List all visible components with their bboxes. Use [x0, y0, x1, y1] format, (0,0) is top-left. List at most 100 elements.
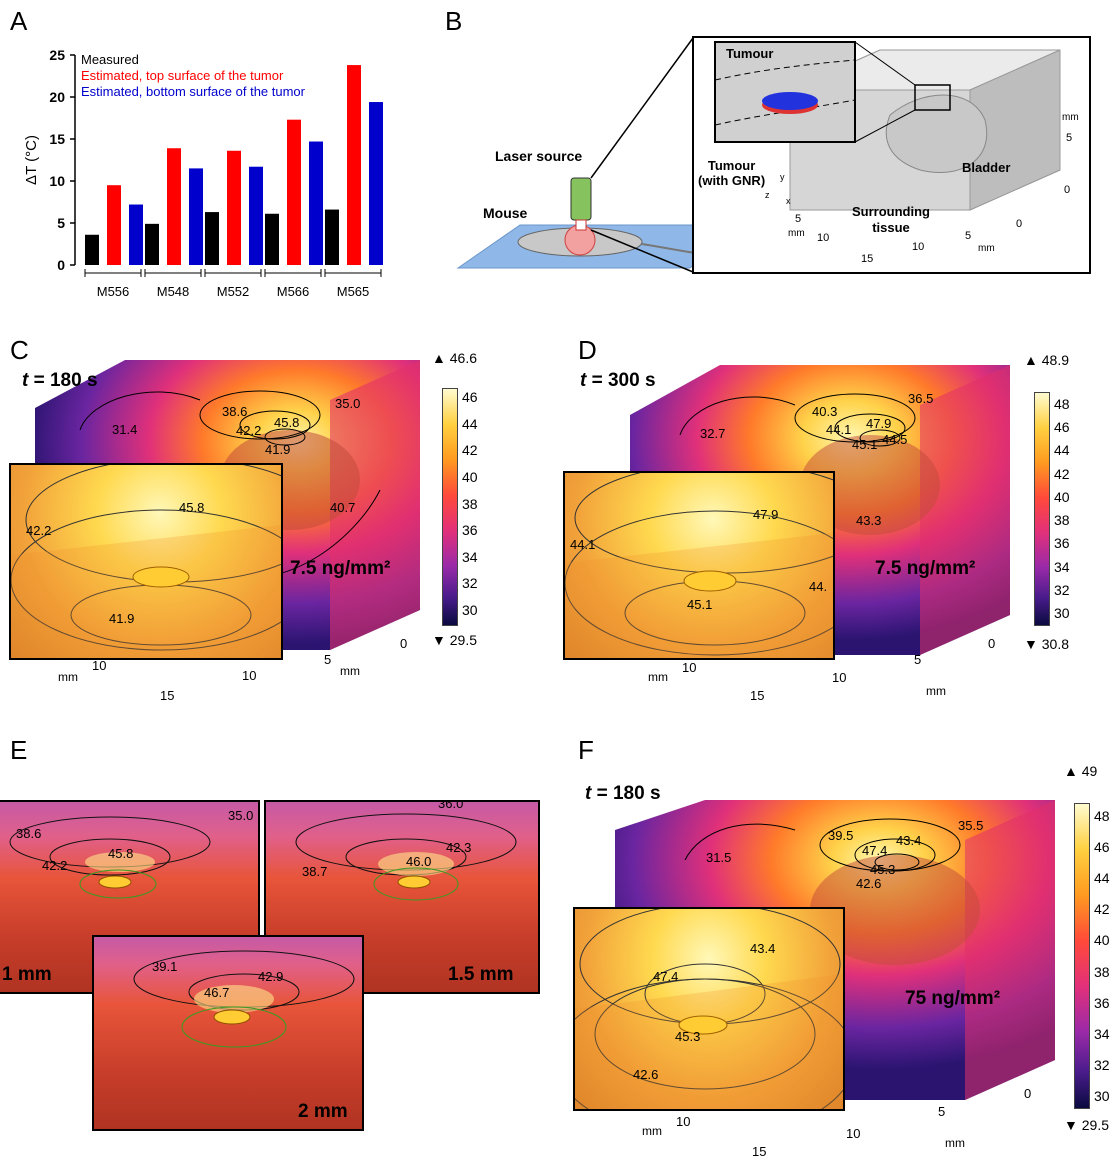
category-label: M566 [277, 284, 310, 299]
d-cbar-min: ▼ 30.8 [1024, 636, 1069, 652]
colorbar-tick-label: 32 [462, 575, 478, 592]
c-inset-contour-2: 42.2 [26, 523, 52, 538]
axis-z-letter: z [765, 190, 770, 200]
e2-contour-1: 38.7 [302, 864, 328, 879]
d-tick-10b: 10 [832, 670, 847, 685]
laser-nozzle [575, 219, 587, 231]
bar-M552-0 [205, 212, 219, 265]
d-contour-4: 47.9 [866, 416, 892, 431]
b-tick-15: 15 [861, 253, 874, 265]
tumour-disc [762, 92, 818, 110]
f-inset-contour-1: 43.4 [750, 941, 776, 956]
f-contour-6: 45.3 [870, 862, 896, 877]
f-contour-1: 31.5 [706, 850, 732, 865]
b-tick-10b: 10 [912, 241, 925, 253]
colorbar-tick-label: 42 [1094, 901, 1110, 918]
colorbar-tick-label: 38 [1054, 512, 1070, 529]
f-tick-10b: 10 [846, 1126, 861, 1141]
f-tick-15: 15 [752, 1144, 767, 1159]
y-tick-label: 25 [49, 47, 65, 63]
colorbar-tick-label: 40 [462, 468, 478, 485]
d-contour-6: 45.1 [852, 437, 878, 452]
b-tick-5c: 5 [1066, 132, 1073, 144]
panel-letter-f: F [578, 735, 594, 765]
label-bladder: Bladder [962, 160, 1011, 175]
colorbar-tick-label: 30 [1094, 1088, 1110, 1104]
colorbar-tick-label: 48 [1094, 808, 1110, 824]
c-concentration: 7.5 ng/mm² [290, 558, 391, 579]
colorbar-tick-label: 36 [1054, 535, 1070, 552]
b-tick-0a: 0 [1016, 218, 1023, 230]
bar-M566-1 [287, 119, 301, 266]
label-laser-source: Laser source [495, 148, 583, 164]
c-tick-15: 15 [160, 688, 175, 703]
legend-entry: Estimated, top surface of the tumor [81, 68, 284, 83]
bar-M556-2 [129, 204, 143, 265]
e3-contour-1: 39.1 [152, 959, 178, 974]
d-contour-7: 44.5 [882, 432, 908, 447]
panel-letter-b: B [445, 6, 463, 36]
colorbar-tick-label: 46 [1054, 419, 1070, 436]
b-tick-0b: 0 [1064, 184, 1071, 196]
bladder-shape [885, 94, 988, 174]
colorbar-tick-label: 34 [1054, 558, 1070, 575]
axis-y-letter: y [780, 172, 785, 182]
panel-letter-d: D [578, 335, 597, 365]
b-axis-mm1: mm [788, 228, 805, 239]
b-axis-mm2: mm [978, 243, 995, 254]
bar-chart: 0 5 10 15 20 25 ΔT (°C) M556 M548 M552 M566 M565 Mea… [23, 47, 383, 299]
e1-label: 1 mm [2, 964, 52, 985]
d-zoom-inset: 47.9 44.1 45.1 44. [563, 471, 835, 660]
legend-entry: Measured [81, 52, 139, 67]
f-tick-10a: 10 [676, 1114, 691, 1129]
f-zoom-inset: 43.4 47.4 45.3 42.6 [573, 907, 845, 1111]
colorbar-tick-label: 44 [462, 415, 478, 432]
axis-x-letter: x [786, 196, 791, 206]
bar-M565-2 [369, 102, 383, 265]
y-axis-label: ΔT (°C) [23, 135, 40, 185]
f-inset-contour-4: 42.6 [633, 1067, 659, 1082]
e3-label: 2 mm [298, 1101, 348, 1122]
e1-contour-2: 42.2 [42, 858, 68, 873]
panel-letter-e: E [10, 735, 28, 765]
bar-M565-0 [325, 209, 339, 265]
d-axis-mm2: mm [926, 684, 946, 698]
e1-contour-3: 45.8 [108, 846, 134, 861]
colorbar-tick-label: 42 [1054, 465, 1070, 482]
d-inset-contour-2: 44.1 [570, 537, 596, 552]
colorbar-tick-label: 38 [462, 495, 478, 512]
colorbar-tick-label: 30 [1054, 605, 1070, 621]
d-inset-contour-3: 45.1 [687, 597, 713, 612]
label-surrounding-tissue: Surrounding tissue [852, 204, 930, 235]
d-axis-mm1: mm [648, 670, 668, 684]
schematic-illustration [456, 36, 1091, 274]
bar-M566-0 [265, 213, 279, 265]
c-axis-mm2: mm [340, 664, 360, 678]
e2-contour-4: 36.0 [438, 800, 464, 811]
c-tick-0: 0 [400, 636, 408, 651]
colorbar-tick-label: 32 [1054, 581, 1070, 598]
c-cbar-min: ▼ 29.5 [432, 632, 477, 648]
colorbar-tick-label: 46 [462, 389, 478, 405]
category-label: M556 [97, 284, 130, 299]
y-tick-label: 5 [57, 215, 65, 231]
colorbar-tick-label: 40 [1054, 488, 1070, 505]
category-label: M565 [337, 284, 370, 299]
bar-M548-1 [167, 148, 181, 265]
colorbar-tick-label: 46 [1094, 839, 1110, 856]
e1-contour-4: 35.0 [228, 808, 254, 823]
f-axis-mm1: mm [642, 1124, 662, 1138]
panel-letter-c: C [10, 335, 29, 365]
e1-contour-1: 38.6 [16, 826, 42, 841]
f-inset-contour-3: 45.3 [675, 1029, 701, 1044]
bar-M566-2 [309, 141, 323, 265]
d-contour-5: 36.5 [908, 391, 934, 406]
laser-source-device [570, 177, 592, 221]
c-tick-10a: 10 [92, 658, 107, 673]
c-tick-5: 5 [324, 652, 332, 667]
d-contour-1: 32.7 [700, 426, 726, 441]
f-time: t = 180 s [585, 783, 661, 804]
f-axis-mm2: mm [945, 1136, 965, 1150]
d-cbar-max: ▲ 48.9 [1024, 352, 1069, 368]
y-tick-label: 0 [57, 257, 65, 273]
